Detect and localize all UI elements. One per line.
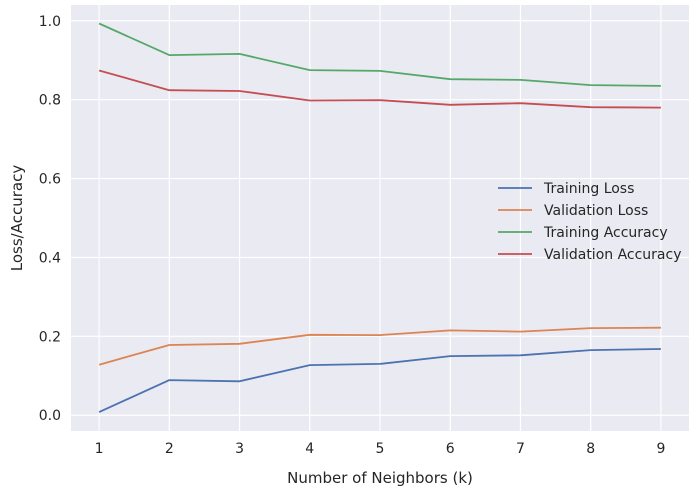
y-tick-label: 0.6 — [39, 172, 61, 188]
y-tick-label: 0.2 — [39, 329, 61, 345]
series-line-training-loss — [98, 348, 661, 413]
x-tick-label: 5 — [376, 441, 385, 457]
y-tick-label: 0.0 — [39, 408, 61, 424]
y-tick-label: 0.8 — [39, 93, 61, 109]
series-line-training-accuracy — [98, 22, 661, 87]
y-tick-label: 0.4 — [39, 250, 61, 266]
x-tick-label: 2 — [165, 441, 174, 457]
x-tick-label: 8 — [586, 441, 595, 457]
legend-entry: Training Accuracy — [543, 225, 668, 241]
x-tick-label: 6 — [446, 441, 455, 457]
x-tick-label: 4 — [305, 441, 314, 457]
y-tick-labels: 0.0 0.2 0.4 0.6 0.8 1.0 — [39, 14, 61, 424]
x-tick-label: 9 — [656, 441, 665, 457]
x-tick-label: 7 — [516, 441, 525, 457]
x-tick-label: 1 — [95, 441, 104, 457]
legend-entry: Validation Loss — [544, 203, 648, 219]
legend: Training Loss Validation Loss Training Acc… — [498, 181, 682, 263]
series-lines — [98, 22, 661, 413]
series-line-validation-loss — [98, 326, 661, 366]
x-axis-label: Number of Neighbors (k) — [287, 469, 473, 487]
y-axis-label: Loss/Accuracy — [8, 165, 26, 272]
y-tick-label: 1.0 — [39, 14, 61, 30]
x-tick-label: 3 — [235, 441, 244, 457]
legend-entry: Training Loss — [543, 181, 634, 197]
x-tick-labels: 1 2 3 4 5 6 7 8 9 — [95, 441, 666, 457]
series-line-validation-accuracy — [98, 69, 661, 109]
legend-entry: Validation Accuracy — [544, 247, 682, 263]
